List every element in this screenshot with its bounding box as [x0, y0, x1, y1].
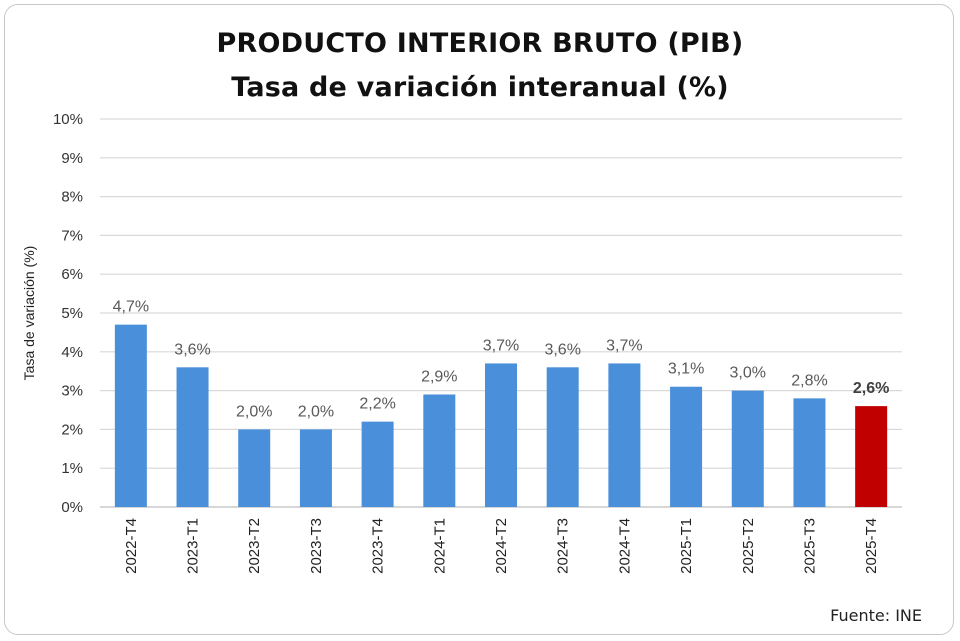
data-label: 3,0%: [730, 365, 766, 382]
x-tick-label: 2024-T1: [431, 518, 448, 574]
bar-2025-T2: [731, 390, 764, 507]
x-tick-label: 2024-T2: [493, 518, 510, 574]
x-tick-label: 2024-T3: [555, 518, 572, 574]
chart-frame: [4, 4, 954, 635]
y-tick-label: 1%: [61, 460, 83, 477]
y-axis-label: Tasa de variación (%): [21, 246, 37, 381]
y-tick-label: 4%: [61, 344, 83, 361]
data-label: 4,7%: [113, 299, 149, 316]
data-label: 3,1%: [668, 361, 704, 378]
bar-2023-T4: [361, 421, 394, 507]
data-label: 2,2%: [359, 396, 395, 413]
bar-2025-T4: [855, 406, 888, 507]
y-tick-label: 0%: [61, 499, 83, 516]
source-note: Fuente: INE: [830, 606, 922, 625]
bar-2024-T2: [485, 363, 517, 507]
y-tick-label: 6%: [61, 266, 83, 283]
x-tick-label: 2022-T4: [123, 518, 140, 574]
data-label: 3,7%: [606, 337, 642, 354]
bar-2025-T1: [670, 386, 703, 507]
y-tick-label: 7%: [61, 227, 83, 244]
data-label: 3,6%: [544, 341, 580, 358]
bar-2024-T1: [423, 394, 456, 507]
x-tick-label: 2025-T1: [678, 518, 695, 574]
data-label: 2,0%: [236, 403, 272, 420]
x-tick-label: 2025-T2: [740, 518, 757, 574]
bar-2024-T3: [546, 367, 579, 507]
data-label: 2,6%: [853, 380, 889, 397]
x-tick-label: 2024-T4: [616, 518, 633, 574]
y-tick-label: 9%: [61, 150, 83, 167]
data-label: 3,7%: [483, 337, 519, 354]
x-tick-label: 2025-T4: [863, 518, 880, 574]
x-tick-label: 2025-T3: [801, 518, 818, 574]
y-tick-label: 3%: [61, 383, 83, 400]
y-tick-label: 5%: [61, 305, 83, 322]
bar-2024-T4: [608, 363, 641, 507]
bar-2023-T2: [238, 429, 271, 507]
data-label: 2,0%: [298, 403, 334, 420]
bar-2023-T1: [176, 367, 209, 507]
bar-2023-T3: [299, 429, 332, 507]
data-label: 3,6%: [174, 341, 210, 358]
bar-2022-T4: [114, 324, 147, 507]
data-label: 2,9%: [421, 368, 457, 385]
y-tick-label: 10%: [53, 111, 83, 128]
x-tick-label: 2023-T2: [246, 518, 263, 574]
y-tick-label: 2%: [61, 421, 83, 438]
y-tick-label: 8%: [61, 189, 83, 206]
data-label: 2,8%: [791, 372, 827, 389]
chart-title: PRODUCTO INTERIOR BRUTO (PIB): [216, 28, 744, 59]
x-tick-label: 2023-T1: [185, 518, 202, 574]
chart-subtitle: Tasa de variación interanual (%): [231, 72, 729, 103]
bar-2025-T3: [793, 398, 826, 507]
x-tick-label: 2023-T3: [308, 518, 325, 574]
x-tick-label: 2023-T4: [370, 518, 387, 574]
